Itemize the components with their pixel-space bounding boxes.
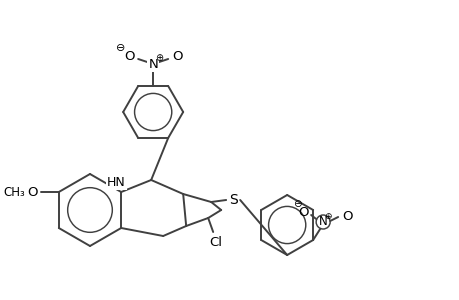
Text: N: N (148, 58, 158, 70)
Text: O: O (172, 50, 182, 62)
Text: O: O (341, 211, 352, 224)
Text: O: O (123, 50, 134, 62)
Text: ⊕: ⊕ (324, 212, 331, 221)
Text: N: N (318, 215, 327, 229)
Text: ⊖: ⊖ (292, 199, 301, 209)
Text: S: S (228, 193, 237, 207)
Text: Cl: Cl (209, 236, 222, 250)
Text: ⊖: ⊖ (116, 43, 126, 53)
Text: O: O (28, 185, 38, 199)
Text: CH₃: CH₃ (3, 185, 25, 199)
Text: O: O (297, 206, 308, 218)
Text: ⊕: ⊕ (155, 53, 163, 63)
Text: HN: HN (106, 176, 125, 188)
